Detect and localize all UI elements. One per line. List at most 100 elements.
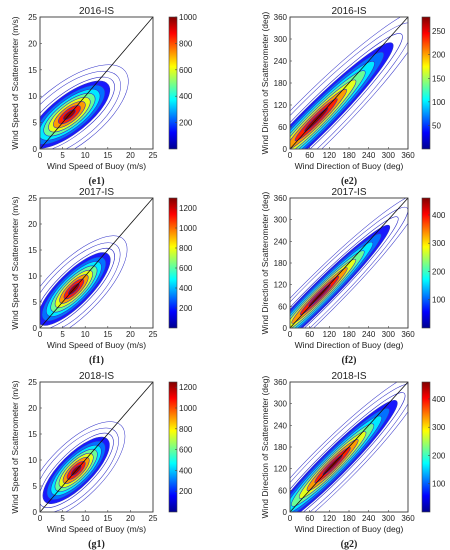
x-tick-label: 120: [323, 330, 337, 339]
colorbar-tick-label: 1000: [179, 404, 197, 413]
x-tick-label: 0: [38, 151, 43, 160]
x-tick-label: 300: [382, 330, 396, 339]
y-tick-label: 15: [28, 246, 37, 255]
y-tick-label: 120: [274, 465, 288, 474]
chart-panel-f2: 0 60 120 180 240 300 360 0 60 120 180 240 300 360 2017…: [260, 187, 446, 366]
contour-ring: [40, 70, 121, 149]
colorbar-tick-label: 800: [179, 425, 193, 434]
colorbar-tick-label: 1000: [179, 13, 197, 22]
x-tick-label: 15: [103, 514, 112, 523]
x-tick-label: 10: [81, 151, 90, 160]
y-axis-label: Wind Speed of Scatterometer (m/s): [10, 16, 20, 149]
y-tick-label: 25: [28, 378, 37, 387]
plot-frame: [39, 381, 154, 513]
y-tick-label: 0: [283, 508, 288, 517]
y-axis-label: Wind Direction of Scatterometer (deg): [260, 12, 270, 155]
chart-panel-g2: 0 60 120 180 240 300 360 0 60 120 180 240 300 360 2018…: [260, 371, 446, 550]
x-tick-label: 0: [288, 514, 293, 523]
panel-caption: (e2): [341, 176, 357, 187]
y-axis-label: Wind Direction of Scatterometer (deg): [260, 192, 270, 335]
colorbar-tick-label: 300: [432, 423, 446, 432]
colorbar: [421, 197, 431, 329]
colorbar: [168, 197, 178, 329]
y-tick-label: 5: [33, 298, 38, 307]
plot-frame: [39, 197, 154, 329]
y-tick-label: 0: [33, 508, 38, 517]
colorbar-tick-label: 1000: [179, 224, 197, 233]
colorbar-tick-label: 800: [179, 244, 193, 253]
colorbar-tick-label: 200: [432, 51, 446, 60]
colorbar: [421, 16, 431, 150]
x-axis-label: Wind Direction of Buoy (deg): [295, 524, 404, 534]
identity-line: [289, 381, 409, 513]
x-axis-label: Wind Direction of Buoy (deg): [295, 161, 404, 171]
y-tick-label: 180: [274, 259, 288, 268]
y-tick-label: 10: [28, 272, 37, 281]
x-tick-label: 25: [149, 514, 158, 523]
y-tick-label: 0: [283, 145, 288, 154]
colorbar-tick-label: 200: [432, 451, 446, 460]
chart-panel-f1: 0 5 10 15 20 25 0 5 10 15 20 25 2017-IS Wind Speed of…: [10, 187, 197, 366]
y-tick-label: 240: [274, 237, 288, 246]
x-tick-label: 300: [382, 151, 396, 160]
colorbar-tick-label: 100: [432, 296, 446, 305]
contour-ring: [290, 22, 408, 149]
x-tick-label: 0: [38, 514, 43, 523]
panel-caption: (f1): [89, 355, 104, 366]
y-tick-label: 120: [274, 281, 288, 290]
colorbar: [421, 381, 431, 513]
colorbar-tick-label: 150: [432, 74, 446, 83]
x-tick-label: 180: [342, 514, 356, 523]
colorbar-tick-label: 400: [179, 466, 193, 475]
colorbar-tick-label: 1200: [179, 383, 197, 392]
colorbar-tick-label: 400: [179, 92, 193, 101]
y-tick-label: 20: [28, 39, 37, 48]
contour-level: [40, 76, 115, 149]
panel-title: 2017-IS: [79, 187, 114, 198]
x-tick-label: 240: [362, 330, 376, 339]
y-tick-label: 300: [274, 400, 288, 409]
x-tick-label: 180: [342, 330, 356, 339]
colorbar-tick-label: 800: [179, 39, 193, 48]
x-tick-label: 60: [305, 330, 314, 339]
contour-ring: [40, 421, 126, 512]
colorbar-tick-label: 600: [179, 66, 193, 75]
contour-ring: [290, 198, 408, 328]
x-tick-label: 120: [323, 514, 337, 523]
contour-ring: [40, 64, 129, 149]
y-tick-label: 360: [274, 194, 288, 203]
colorbar-tick-label: 100: [432, 480, 446, 489]
x-tick-label: 0: [288, 330, 293, 339]
x-tick-label: 20: [126, 514, 135, 523]
colorbar-tick-label: 400: [179, 284, 193, 293]
colorbar-tick-label: 600: [179, 264, 193, 273]
x-tick-label: 10: [81, 514, 90, 523]
y-tick-label: 300: [274, 216, 288, 225]
colorbar: [168, 381, 178, 513]
colorbar-tick-label: 300: [432, 239, 446, 248]
y-tick-label: 180: [274, 443, 288, 452]
colorbar-tick-label: 250: [432, 27, 446, 36]
y-axis-label: Wind Speed of Scatterometer (m/s): [10, 196, 20, 329]
identity-line: [289, 16, 409, 150]
contour-ring: [290, 383, 408, 512]
y-tick-label: 15: [28, 66, 37, 75]
y-tick-label: 300: [274, 35, 288, 44]
identity-line: [289, 197, 409, 329]
colorbar-tick-label: 200: [179, 487, 193, 496]
y-tick-label: 240: [274, 421, 288, 430]
y-axis-label: Wind Speed of Scatterometer (m/s): [10, 380, 20, 513]
colorbar-tick-label: 1200: [179, 204, 197, 213]
y-tick-label: 20: [28, 220, 37, 229]
y-tick-label: 15: [28, 430, 37, 439]
colorbar-tick-label: 100: [432, 98, 446, 107]
colorbar-tick-label: 200: [179, 304, 193, 313]
chart-panel-g1: 0 5 10 15 20 25 0 5 10 15 20 25 2018-IS Wind Speed of…: [10, 371, 197, 550]
y-tick-label: 5: [33, 119, 38, 128]
y-tick-label: 5: [33, 482, 38, 491]
x-tick-label: 0: [288, 151, 293, 160]
y-tick-label: 240: [274, 57, 288, 66]
contour-ring: [40, 235, 128, 328]
y-tick-label: 60: [278, 123, 287, 132]
x-tick-label: 0: [38, 330, 43, 339]
